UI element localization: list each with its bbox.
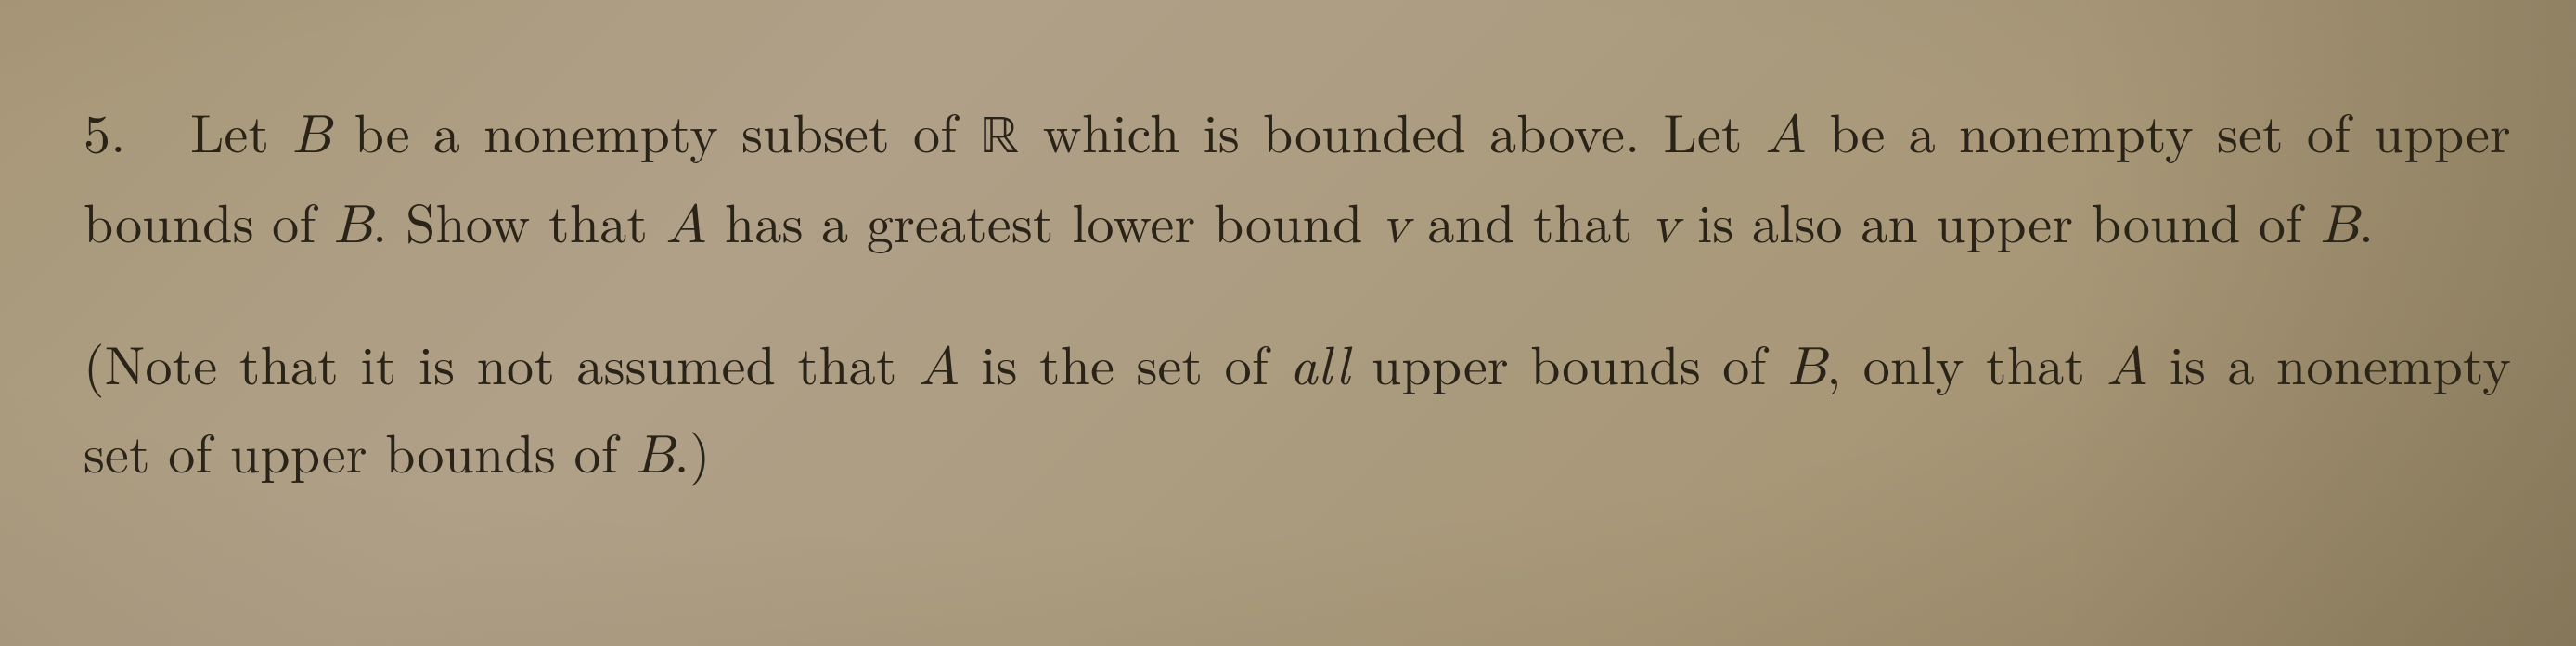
- problem-number: 5.: [84, 92, 126, 168]
- text: is also an upper bound of: [1680, 182, 2321, 258]
- problem-statement: 5. Let B be a nonempty subset of ℝ which…: [84, 89, 2511, 267]
- text: which is bounded above. Let: [1020, 92, 1766, 168]
- text: .: [2359, 182, 2374, 258]
- math-v: v: [1651, 200, 1680, 253]
- math-v: v: [1381, 200, 1410, 253]
- math-A: A: [2107, 342, 2148, 395]
- emph-all: all: [1290, 324, 1349, 400]
- math-B: B: [636, 430, 674, 484]
- math-A: A: [919, 342, 960, 395]
- math-B: B: [292, 110, 330, 163]
- math-B: B: [334, 200, 372, 253]
- math-A: A: [1766, 110, 1807, 163]
- text: is the set of: [960, 324, 1290, 400]
- text: and that: [1410, 182, 1651, 258]
- text: Let: [190, 92, 292, 168]
- text: (Note that it is not assumed that: [84, 324, 919, 400]
- text: .): [674, 412, 710, 488]
- text: has a greatest lower bound: [706, 182, 1381, 258]
- math-A: A: [666, 200, 707, 253]
- text: , only that: [1826, 324, 2106, 400]
- text: upper bounds of: [1350, 324, 1788, 400]
- text: be a nonempty subset of: [331, 92, 981, 168]
- text: . Show that: [372, 182, 666, 258]
- problem-note: (Note that it is not assumed that A is t…: [84, 321, 2511, 497]
- math-B: B: [1788, 342, 1826, 395]
- textbook-page: 5. Let B be a nonempty subset of ℝ which…: [0, 0, 2576, 498]
- math-B: B: [2321, 200, 2359, 253]
- math-R: ℝ: [980, 111, 1019, 165]
